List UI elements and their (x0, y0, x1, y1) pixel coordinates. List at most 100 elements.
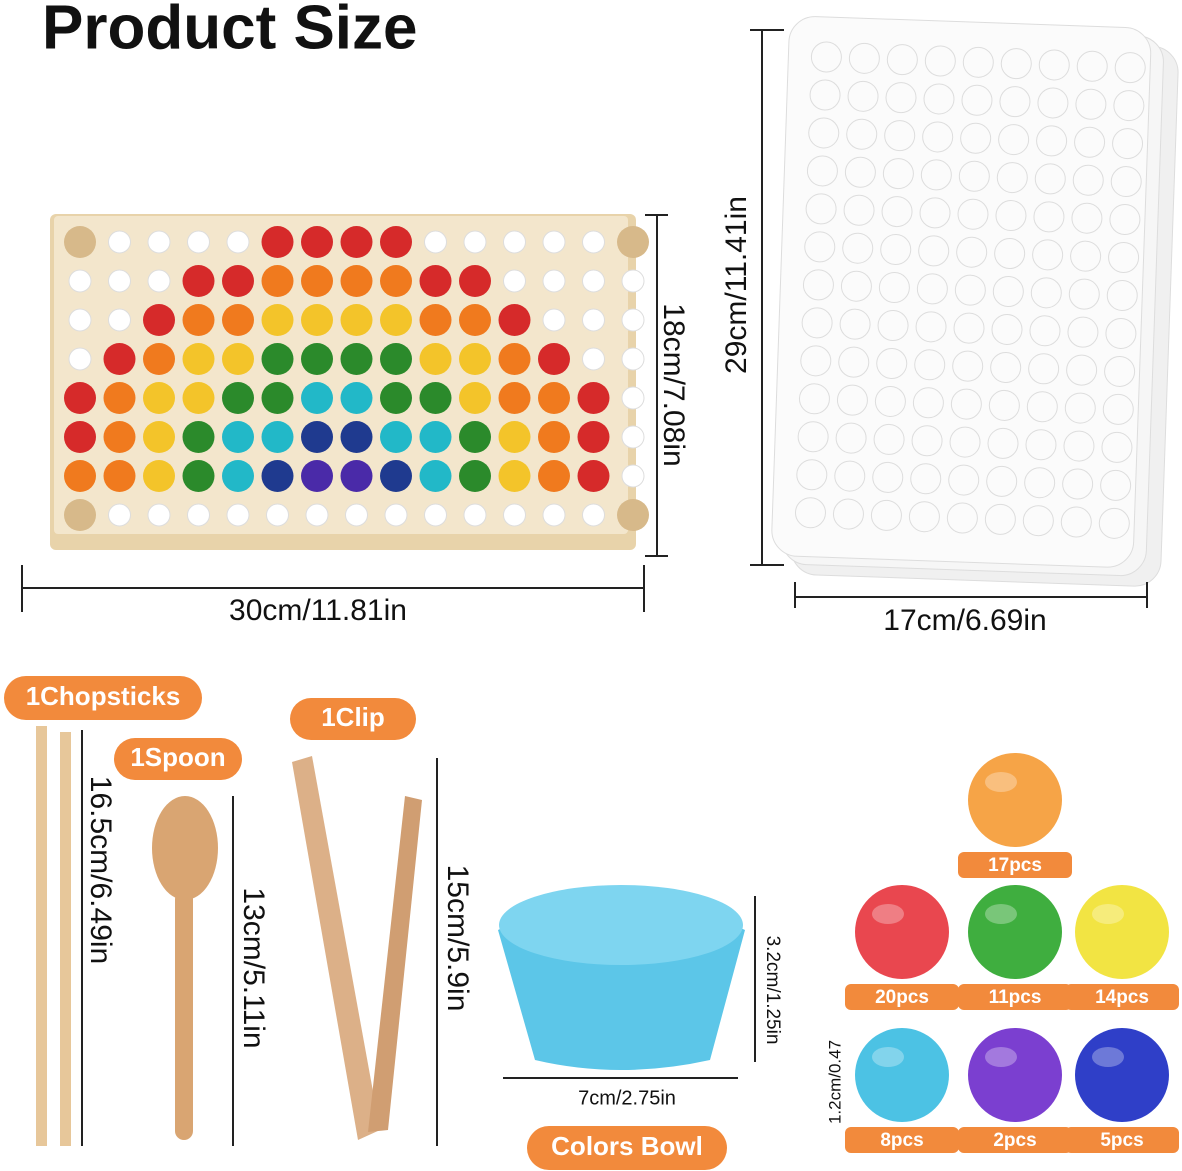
card-hole (1025, 429, 1057, 461)
ball (419, 265, 452, 297)
card-hole (794, 497, 826, 529)
ball (538, 382, 570, 414)
card-hole (1030, 277, 1062, 309)
card-hole (843, 194, 875, 226)
card-hole (1070, 240, 1102, 272)
ball (261, 343, 294, 375)
count-label: 17pcs (988, 855, 1042, 876)
ball (968, 1028, 1062, 1122)
card-hole (999, 86, 1031, 118)
card-hole (846, 118, 878, 150)
ball (222, 304, 254, 336)
card-hole (873, 423, 905, 455)
card-hole (1037, 87, 1069, 119)
ball (617, 226, 649, 258)
ball (459, 382, 491, 414)
card-hole (876, 347, 908, 379)
card-hole (918, 235, 950, 267)
card-hole (912, 387, 944, 419)
card-hole (954, 274, 986, 306)
ball (187, 503, 210, 527)
ball (503, 269, 526, 293)
board-width: 30cm/11.81in (229, 594, 407, 627)
ball (577, 460, 610, 492)
card-hole (797, 421, 829, 453)
card-width: 17cm/6.69in (883, 604, 1046, 637)
chopsticks-size: 16.5cm/6.49in (84, 776, 117, 964)
ball (380, 265, 412, 297)
ball (340, 265, 373, 297)
count-pill (958, 984, 1072, 1010)
card-hole (994, 238, 1026, 270)
ball (182, 265, 215, 297)
clip-label: 1Clip (321, 702, 385, 732)
clip-arm (292, 756, 380, 1140)
clip-arm (368, 796, 422, 1132)
card-hole (952, 350, 984, 382)
card-height: 29cm/11.41in (720, 196, 753, 374)
ball (64, 226, 96, 258)
ball (68, 308, 92, 332)
ball (143, 343, 175, 375)
card-hole (802, 269, 834, 301)
card-hole (948, 464, 980, 496)
ball (459, 304, 491, 336)
card-hole (801, 307, 833, 339)
count-label: 20pcs (875, 987, 929, 1008)
card-hole (1028, 353, 1060, 385)
card-hole (1026, 391, 1058, 423)
ball (498, 460, 531, 492)
bowl-height: 3.2cm/1.25in (762, 936, 783, 1045)
ball (103, 343, 136, 375)
card-hole (804, 231, 836, 263)
card-hole (956, 236, 988, 268)
card-hole (916, 273, 948, 305)
ball (261, 226, 294, 258)
card-hole (1105, 317, 1137, 349)
card-hole (798, 383, 830, 415)
ball (182, 421, 215, 453)
ball (182, 460, 215, 492)
ball (340, 343, 373, 375)
ball (855, 885, 949, 979)
count-label: 5pcs (1100, 1130, 1143, 1151)
ball (463, 230, 487, 254)
ball (301, 226, 333, 258)
card-hole (835, 422, 867, 454)
card-hole (1102, 393, 1134, 425)
card-hole (1104, 355, 1136, 387)
card-hole (1106, 279, 1138, 311)
card-hole (915, 311, 947, 343)
card-hole (1075, 88, 1107, 120)
count-pill (958, 1127, 1072, 1153)
ball (64, 460, 96, 492)
ball (340, 382, 373, 414)
card-hole (1060, 506, 1092, 538)
card-hole (1071, 202, 1103, 234)
card-hole (840, 270, 872, 302)
card-hole (1033, 201, 1065, 233)
card-hole (800, 345, 832, 377)
count-label: 8pcs (880, 1130, 923, 1151)
ball (621, 464, 645, 488)
card-hole (1108, 242, 1140, 274)
card-hole (1074, 126, 1106, 158)
card-hole (1029, 315, 1061, 347)
ball (503, 230, 526, 254)
card-hole (810, 41, 842, 73)
ball (64, 421, 96, 453)
ball (419, 343, 452, 375)
card-hole (838, 346, 870, 378)
card-hole (996, 162, 1028, 194)
ball (542, 308, 566, 332)
ball (380, 460, 412, 492)
ball (419, 421, 452, 453)
card-hole (991, 313, 1023, 345)
ball (222, 265, 254, 297)
card-hole (1064, 392, 1096, 424)
ball-set: 17pcs 20pcs 11pcs 14pcs 8pcs 2pcs 5pcs (845, 753, 1179, 1153)
card-hole (874, 385, 906, 417)
ball-shine (1092, 904, 1124, 924)
spoon-label: 1Spoon (130, 742, 225, 772)
card-hole (1000, 48, 1032, 80)
